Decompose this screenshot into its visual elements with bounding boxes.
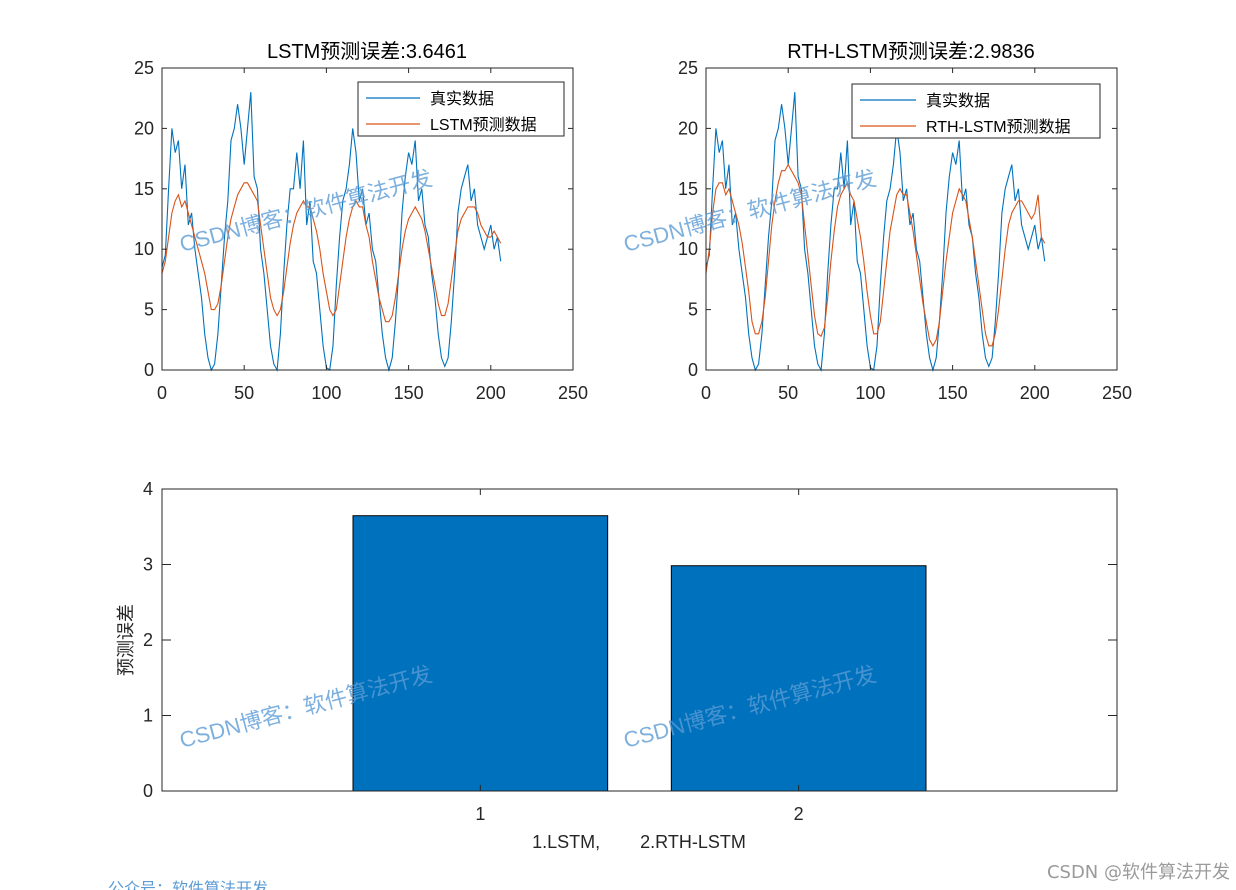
lstm-legend-box	[357, 81, 565, 137]
error-bar-1	[352, 515, 609, 792]
lstm-series-line-1	[161, 182, 502, 323]
rth-lstm-xtick-label: 200	[1020, 383, 1050, 403]
bar-ytick-label: 1	[143, 706, 153, 726]
lstm-ytick-label: 15	[134, 179, 154, 199]
bar-ytick-label: 3	[143, 555, 153, 575]
bar-xtick-label: 2	[794, 804, 804, 824]
lstm-subplot: LSTM预测误差:3.6461 0 50 100 150 200 250 0 5 10 15 20 2…	[134, 40, 588, 403]
bar-xtick-label: 1	[475, 804, 485, 824]
rth-lstm-series-line-1	[705, 163, 1046, 347]
footer-text: 公众号：软件算法开发	[108, 879, 268, 890]
rth-lstm-xtick-label: 250	[1102, 383, 1132, 403]
rth-lstm-xtick-label: 50	[778, 383, 798, 403]
rth-lstm-legend-label-true: 真实数据	[926, 92, 990, 110]
rth-lstm-ytick-label: 20	[678, 118, 698, 138]
rth-lstm-legend: 真实数据 RTH-LSTM预测数据	[851, 83, 1101, 139]
lstm-axes-frame	[161, 67, 574, 371]
rth-lstm-ytick-label: 25	[678, 58, 698, 78]
lstm-series-line-0	[161, 92, 502, 373]
corner-watermark: CSDN @软件算法开发	[1047, 862, 1230, 883]
bar-ytick-label: 0	[143, 781, 153, 801]
error-bar-2	[670, 565, 927, 792]
lstm-ytick-label: 5	[144, 300, 154, 320]
lstm-ytick-label: 25	[134, 58, 154, 78]
lstm-ytick-label: 20	[134, 118, 154, 138]
bar-xlabel: 1.LSTM, 2.RTH-LSTM	[532, 832, 746, 852]
lstm-ytick-label: 0	[144, 360, 154, 380]
lstm-legend-label-pred: LSTM预测数据	[430, 116, 537, 134]
lstm-xtick-label: 0	[157, 383, 167, 403]
error-bars	[352, 515, 927, 792]
bar-ylabel: 预测误差	[116, 604, 136, 676]
bar-ticks: 1 2 0 1 2 3 4	[143, 479, 1117, 824]
lstm-legend-label-true: 真实数据	[430, 90, 494, 108]
error-bar-subplot: 1 2 0 1 2 3 4 预测误差 1.LSTM, 2.RTH-LSTM	[116, 479, 1118, 852]
lstm-xtick-label: 150	[394, 383, 424, 403]
rth-lstm-ytick-label: 5	[688, 300, 698, 320]
lstm-xtick-label: 100	[311, 383, 341, 403]
lstm-xtick-label: 250	[558, 383, 588, 403]
rth-lstm-xtick-label: 150	[938, 383, 968, 403]
rth-lstm-axes-frame	[705, 67, 1118, 371]
lstm-ticks: 0 50 100 150 200 250 0 5 10 15 20 25	[134, 58, 588, 403]
rth-lstm-legend-label-pred: RTH-LSTM预测数据	[926, 118, 1071, 136]
lstm-series	[161, 92, 502, 373]
rth-lstm-ticks: 0 50 100 150 200 250 0 5 10 15 20 25	[678, 58, 1132, 403]
lstm-ytick-label: 10	[134, 239, 154, 259]
rth-lstm-ytick-label: 10	[678, 239, 698, 259]
rth-lstm-legend-box	[851, 83, 1101, 139]
rth-lstm-ytick-label: 0	[688, 360, 698, 380]
lstm-xtick-label: 200	[476, 383, 506, 403]
bar-ytick-label: 4	[143, 479, 153, 499]
rth-lstm-series	[705, 92, 1046, 373]
lstm-legend: 真实数据 LSTM预测数据	[357, 81, 565, 137]
rth-lstm-subplot: RTH-LSTM预测误差:2.9836 0 50 100 150 200 250 0 5 10 1…	[678, 40, 1132, 403]
bar-ytick-label: 2	[143, 630, 153, 650]
rth-lstm-xtick-label: 0	[701, 383, 711, 403]
rth-lstm-xtick-label: 100	[855, 383, 885, 403]
rth-lstm-series-line-0	[705, 92, 1046, 373]
rth-lstm-ytick-label: 15	[678, 179, 698, 199]
rth-lstm-title: RTH-LSTM预测误差:2.9836	[787, 40, 1034, 63]
lstm-title: LSTM预测误差:3.6461	[267, 40, 467, 63]
lstm-xtick-label: 50	[234, 383, 254, 403]
